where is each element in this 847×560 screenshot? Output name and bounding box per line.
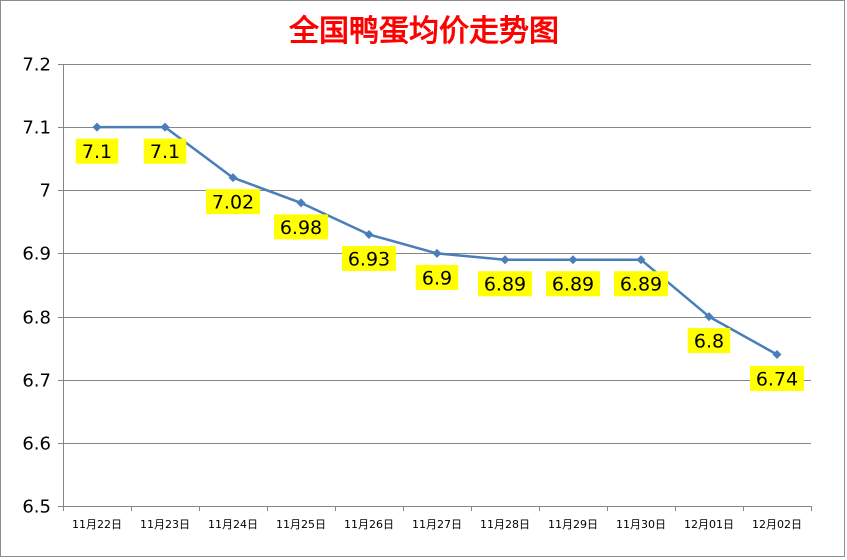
y-tick-label: 6.5 (22, 497, 51, 518)
data-label-background (415, 264, 459, 290)
data-label-background (274, 214, 328, 240)
data-label-background (75, 138, 119, 164)
y-tick-label: 7.1 (22, 118, 51, 139)
x-tick-label: 11月23日 (140, 518, 190, 531)
data-label-text: 6.9 (422, 267, 452, 289)
data-label-background (478, 271, 532, 297)
data-label-background (614, 271, 668, 297)
gridlines (63, 64, 811, 444)
data-label: 6.89 (478, 271, 532, 297)
data-label-text: 6.74 (756, 368, 798, 390)
x-tick-label: 11月25日 (276, 518, 326, 531)
x-tick-label: 12月01日 (684, 518, 734, 531)
data-label: 6.93 (342, 245, 396, 271)
y-tick-label: 6.6 (22, 434, 51, 455)
y-axis-tick-labels: 6.5 6.6 6.7 6.8 6.9 7 7.1 7.2 (22, 55, 51, 518)
data-label-text: 6.8 (694, 331, 724, 353)
x-tick-label: 11月27日 (412, 518, 462, 531)
axes (58, 64, 812, 511)
x-tick-label: 11月24日 (208, 518, 258, 531)
data-point-marker (636, 255, 646, 265)
data-label: 7.1 (143, 138, 187, 164)
data-point-marker (704, 312, 714, 322)
data-label: 7.1 (75, 138, 119, 164)
data-point-marker (160, 122, 170, 132)
data-label: 6.89 (614, 271, 668, 297)
data-label-text: 7.02 (212, 192, 254, 214)
data-point-marker (296, 198, 306, 208)
x-tick-label: 11月26日 (344, 518, 394, 531)
data-point-marker (364, 229, 374, 239)
x-tick-label: 11月29日 (548, 518, 598, 531)
x-tick-label: 11月28日 (480, 518, 530, 531)
data-label-background (546, 271, 600, 297)
x-tick-label: 11月22日 (72, 518, 122, 531)
data-point-marker (228, 173, 238, 183)
y-tick-label: 7 (40, 181, 51, 202)
data-label: 6.98 (274, 214, 328, 240)
data-label: 7.02 (206, 189, 260, 215)
data-label: 6.89 (546, 271, 600, 297)
data-point-marker (92, 122, 102, 132)
data-label-text: 6.89 (552, 274, 594, 296)
data-label-text: 6.89 (484, 274, 526, 296)
data-point-marker (772, 349, 782, 359)
chart-title: 全国鸭蛋均价走势图 (288, 14, 559, 49)
x-tick-label: 11月30日 (616, 518, 666, 531)
data-label-text: 6.98 (280, 217, 322, 239)
data-point-marker (432, 248, 442, 258)
data-label: 6.9 (415, 264, 459, 290)
data-label-text: 6.89 (620, 274, 662, 296)
price-series (92, 122, 782, 359)
data-label: 6.74 (750, 365, 804, 391)
data-label-text: 7.1 (82, 141, 112, 163)
data-labels: 7.1 7.1 7.02 6.98 6.93 6.9 6.89 6.89 6.89 6.8 6.74 (75, 138, 804, 391)
data-label-background (143, 138, 187, 164)
data-label-background (750, 365, 804, 391)
data-label-text: 6.93 (348, 248, 390, 270)
y-tick-label: 6.9 (22, 244, 51, 265)
y-tick-label: 7.2 (22, 55, 51, 76)
x-axis-tick-labels: 11月22日 11月23日 11月24日 11月25日 11月26日 11月27日 11月2… (72, 518, 802, 531)
data-label-background (206, 189, 260, 215)
data-point-marker (500, 255, 510, 265)
series-line (97, 125, 778, 356)
data-label: 6.8 (687, 328, 731, 354)
y-tick-label: 6.7 (22, 371, 51, 392)
data-point-marker (568, 255, 578, 265)
y-tick-label: 6.8 (22, 308, 51, 329)
data-label-background (342, 245, 396, 271)
x-tick-label: 12月02日 (752, 518, 802, 531)
data-label-background (687, 328, 731, 354)
data-label-text: 7.1 (150, 141, 180, 163)
